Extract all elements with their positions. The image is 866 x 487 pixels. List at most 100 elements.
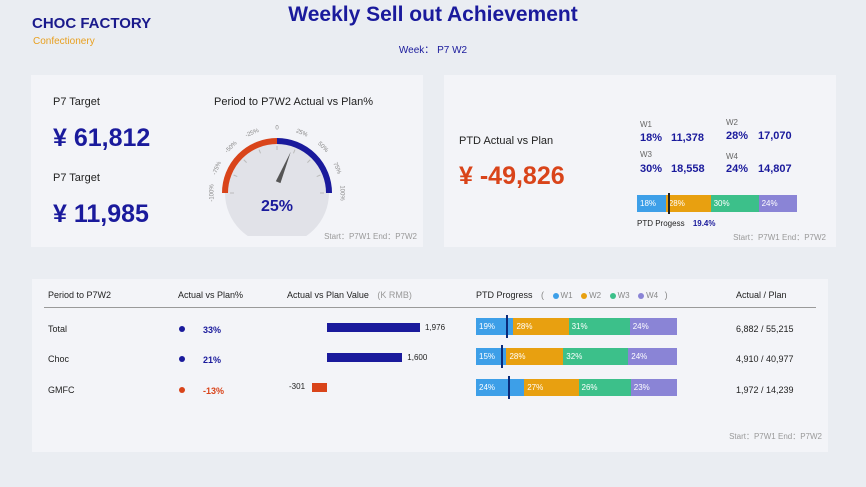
progress-marker bbox=[508, 376, 511, 399]
legend-open: ( bbox=[541, 290, 545, 300]
week3-value: 18,558 bbox=[671, 163, 705, 175]
gauge-title: Period to P7W2 Actual vs Plan% bbox=[214, 96, 373, 108]
header-progress: PTD Progress bbox=[476, 290, 533, 300]
gauge-tick-label: -50% bbox=[224, 140, 239, 155]
page-title: Weekly Sell out Achievement bbox=[288, 3, 578, 26]
segment-label: 27% bbox=[527, 383, 544, 392]
segment-label: 24% bbox=[632, 322, 649, 331]
ptd-segment-label: 18% bbox=[640, 199, 657, 208]
card2-footer: Start：P7W1 End：P7W2 bbox=[733, 233, 826, 242]
value-label: -301 bbox=[289, 382, 306, 391]
segment-label: 26% bbox=[581, 383, 598, 392]
progress-bar: 24% 27% 26% 23% bbox=[476, 376, 677, 399]
progress-segment-w4: 24% bbox=[629, 318, 677, 335]
target1-label: P7 Target bbox=[53, 96, 100, 108]
week1-value: 11,378 bbox=[671, 132, 705, 144]
segment-label: 24% bbox=[631, 352, 648, 361]
gauge-tick-label: -25% bbox=[245, 128, 261, 139]
week2-value: 17,070 bbox=[758, 130, 792, 142]
segment-label: 19% bbox=[479, 322, 496, 331]
ptd-label: PTD Actual vs Plan bbox=[459, 135, 554, 147]
legend-w2-dot bbox=[581, 292, 588, 299]
value-label: 1,600 bbox=[407, 353, 428, 362]
ptd-segment-label: 28% bbox=[668, 199, 685, 208]
segment-label: 28% bbox=[509, 352, 526, 361]
gauge-tick-label: 25% bbox=[295, 128, 309, 138]
value-bar bbox=[312, 383, 327, 392]
legend-w3-dot bbox=[609, 292, 616, 299]
gauge-value: 25% bbox=[261, 198, 293, 215]
header-value: Actual vs Plan Value bbox=[287, 290, 369, 300]
header-ap: Actual / Plan bbox=[736, 290, 787, 300]
segment-label: 24% bbox=[479, 383, 496, 392]
gauge-tick bbox=[307, 159, 311, 163]
week4-value: 14,807 bbox=[758, 163, 792, 175]
card1-footer: Start：P7W1 End：P7W2 bbox=[324, 232, 417, 241]
ptd-stacked-bar: 18% 28% 30% 24% bbox=[637, 193, 797, 214]
value-bar bbox=[327, 323, 420, 332]
ptd-progress-label: PTD Progess bbox=[637, 219, 685, 228]
segment-label: 28% bbox=[516, 322, 533, 331]
target-card: P7 Target ¥ 61,812 P7 Target ¥ 11,985 Pe… bbox=[31, 75, 423, 247]
week3-label: W3 bbox=[640, 150, 652, 159]
value-bar bbox=[327, 353, 403, 362]
gauge-tick bbox=[233, 174, 238, 178]
gauge-tick-label: 100% bbox=[338, 185, 344, 201]
gauge-positive-arc bbox=[276, 138, 332, 194]
legend-w3: W3 bbox=[617, 291, 630, 300]
row-pct: 33% bbox=[203, 325, 222, 335]
progress-header: PTD Progress ( W1 W2 W3 W4 ) bbox=[476, 290, 668, 300]
progress-segment-w2: 28% bbox=[513, 318, 569, 335]
value-label: 1,976 bbox=[425, 323, 446, 332]
row-actual-plan: 6,882 / 55,215 bbox=[736, 324, 794, 334]
progress-segment-w4: 24% bbox=[628, 348, 677, 365]
progress-segment-w3: 26% bbox=[578, 379, 631, 396]
gauge-tick-label: 75% bbox=[331, 162, 341, 176]
legend-w4: W4 bbox=[646, 291, 659, 300]
row-actual-plan: 1,972 / 14,239 bbox=[736, 385, 794, 395]
ptd-segment-w4: 24% bbox=[758, 195, 797, 212]
ptd-segment-w1: 18% bbox=[637, 195, 666, 212]
week2-pct: 28% bbox=[726, 130, 749, 142]
progress-marker bbox=[505, 315, 508, 338]
progress-segment-w4: 23% bbox=[630, 379, 677, 396]
target1-value: ¥ 61,812 bbox=[53, 124, 151, 152]
week4-pct: 24% bbox=[726, 163, 749, 175]
ptd-segment-label: 30% bbox=[713, 199, 730, 208]
gauge-tick-label: 50% bbox=[316, 141, 329, 154]
progress-segment-w2: 27% bbox=[524, 379, 579, 396]
ptd-progress-value: 19.4% bbox=[692, 219, 716, 228]
legend-w1: W1 bbox=[560, 291, 573, 300]
week1-label: W1 bbox=[640, 120, 652, 129]
progress-bar: 19% 28% 31% 24% bbox=[476, 315, 677, 338]
breakdown-table: Period to P7W2 Actual vs Plan% Actual vs… bbox=[32, 279, 828, 452]
segment-label: 15% bbox=[479, 352, 496, 361]
ptd-card: PTD Actual vs Plan ¥ -49,826 W1 18% 11,3… bbox=[444, 75, 836, 247]
ptd-segment-w2: 28% bbox=[665, 195, 711, 212]
status-dot bbox=[179, 356, 185, 362]
week3-pct: 30% bbox=[640, 163, 663, 175]
progress-segment-w3: 32% bbox=[563, 348, 629, 365]
ptd-segment-w3: 30% bbox=[710, 195, 759, 212]
header-divider bbox=[44, 307, 816, 308]
gauge-tick bbox=[258, 149, 262, 154]
legend-close: ) bbox=[664, 290, 668, 300]
ptd-segment-label: 24% bbox=[761, 199, 778, 208]
status-dot bbox=[179, 326, 185, 332]
header-unit: (K RMB) bbox=[377, 290, 412, 300]
week4-label: W4 bbox=[726, 152, 738, 161]
brand-subtitle: Confectionery bbox=[33, 36, 95, 47]
row-name: Choc bbox=[48, 354, 70, 364]
progress-marker bbox=[501, 345, 504, 368]
legend-w4-dot bbox=[638, 292, 645, 299]
row-pct: -13% bbox=[203, 386, 225, 396]
gauge-tick-label: 0 bbox=[275, 126, 279, 132]
ptd-progress-marker bbox=[668, 193, 671, 214]
progress-segment-w2: 28% bbox=[506, 348, 564, 365]
week-label: Week： P7 W2 bbox=[398, 45, 468, 56]
progress-bar: 15% 28% 32% 24% bbox=[476, 345, 677, 368]
gauge-needle bbox=[275, 151, 291, 184]
segment-label: 23% bbox=[633, 383, 650, 392]
legend-w1-dot bbox=[552, 292, 559, 299]
progress-segment-w1: 19% bbox=[476, 318, 514, 335]
